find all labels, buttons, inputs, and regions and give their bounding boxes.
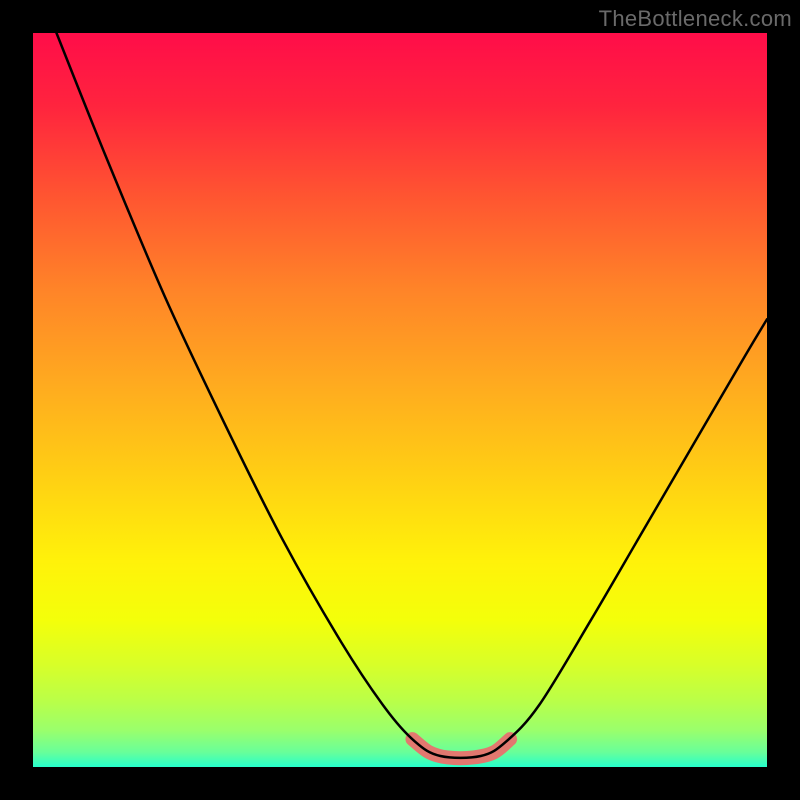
watermark-text: TheBottleneck.com: [599, 6, 792, 32]
plot-area: [33, 33, 767, 767]
chart-container: TheBottleneck.com: [0, 0, 800, 800]
curve-layer: [33, 33, 767, 767]
bottleneck-curve: [56, 33, 767, 758]
